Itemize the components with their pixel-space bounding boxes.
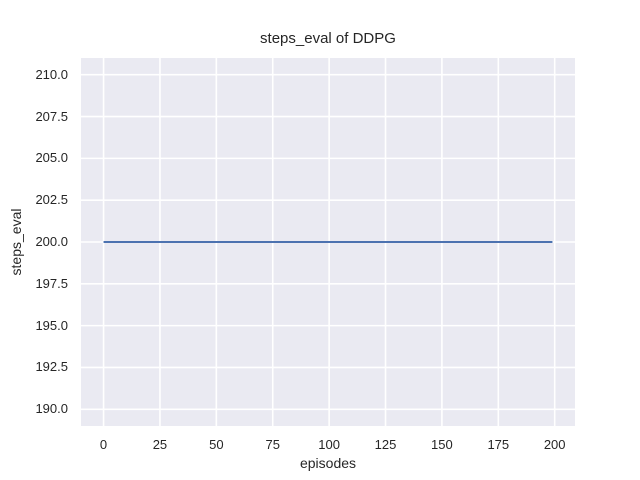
x-tick-label: 150 xyxy=(431,437,453,452)
x-tick-label: 200 xyxy=(543,437,566,452)
x-tick-label: 175 xyxy=(487,437,510,452)
x-tick-label: 50 xyxy=(209,437,224,452)
x-tick-label: 125 xyxy=(374,437,397,452)
x-tick-label: 0 xyxy=(99,437,108,452)
x-tick-label: 75 xyxy=(265,437,280,452)
y-tick-label: 210.0 xyxy=(35,66,68,82)
x-tick-label: 25 xyxy=(152,437,168,452)
y-tick-label: 205.0 xyxy=(35,150,68,166)
y-tick-label: 207.5 xyxy=(35,108,68,124)
y-tick-label: 197.5 xyxy=(35,275,68,291)
y-tick-label: 190.0 xyxy=(35,401,68,417)
y-tick-label: 202.5 xyxy=(35,192,68,208)
y-tick-label: 200.0 xyxy=(35,234,68,249)
x-axis-label: episodes xyxy=(299,455,357,471)
y-tick-label: 192.5 xyxy=(35,359,68,375)
y-tick-label: 195.0 xyxy=(35,317,68,333)
plot-area xyxy=(81,58,575,426)
plot-canvas xyxy=(81,58,575,426)
chart-title: steps_eval of DDPG xyxy=(260,30,396,47)
x-tick-label: 100 xyxy=(318,437,340,452)
